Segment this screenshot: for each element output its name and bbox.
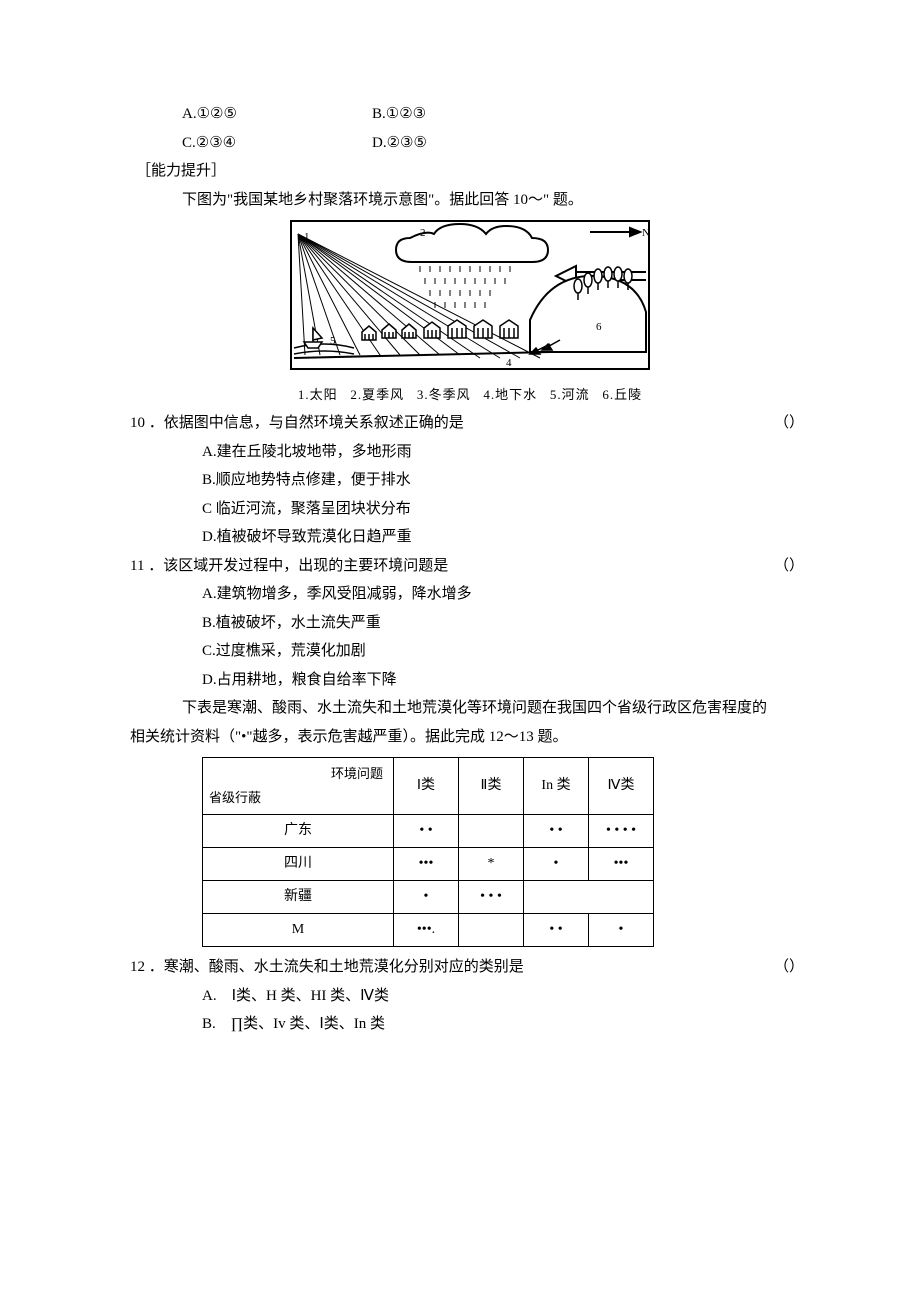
intro-10-11: 下图为"我国某地乡村聚落环境示意图"。据此回答 10～" 题。	[182, 186, 810, 215]
q10-opt-c: C 临近河流，聚落呈团块状分布	[202, 495, 810, 524]
data-cell: •••	[589, 848, 654, 881]
fig-label-5: 5	[330, 335, 336, 347]
q11-opt-b: B.植被破坏，水土流失严重	[202, 609, 810, 638]
village-diagram: 1	[290, 220, 650, 370]
header-top-label: 环境问题	[331, 762, 383, 787]
data-cell	[459, 914, 524, 947]
q11-paren: （）	[774, 552, 810, 581]
fig-label-2: 2	[420, 227, 426, 239]
caption-3: 3.冬季风	[417, 387, 471, 402]
q11-line: 11 ．该区域开发过程中，出现的主要环境问题是 （）	[130, 552, 810, 581]
table-row: M •••. • • •	[203, 914, 654, 947]
figure-caption: 1.太阳 2.夏季风 3.冬季风 4.地下水 5.河流 6.丘陵	[130, 383, 810, 408]
fig-label-1: 1	[304, 231, 310, 243]
intro-12-line-1: 下表是寒潮、酸雨、水土流失和土地荒漠化等环境问题在我国四个省级行政区危害程度的	[182, 694, 810, 723]
q10-line: 10 ．依据图中信息，与自然环境关系叙述正确的是 （）	[130, 409, 810, 438]
table-row: 新疆 • • • •	[203, 881, 654, 914]
table-header-row: 环境问题 省级行蔽 Ⅰ类 Ⅱ类 In 类 Ⅳ类	[203, 758, 654, 815]
data-cell: •	[524, 848, 589, 881]
col-1-header: Ⅰ类	[394, 758, 459, 815]
q11-opt-d: D.占用耕地，粮食自给率下降	[202, 666, 810, 695]
q10-stem: ．依据图中信息，与自然环境关系叙述正确的是	[149, 415, 464, 431]
data-cell: • • •	[459, 881, 524, 914]
caption-6: 6.丘陵	[602, 387, 642, 402]
prev-q-opt-a: A.①②⑤	[182, 100, 372, 129]
q10-number: 10	[130, 415, 145, 431]
fig-label-6: 6	[596, 321, 602, 333]
q12-opt-b: B. ∏类、Iv 类、Ⅰ类、In 类	[202, 1010, 810, 1039]
table-row: 四川 ••• * • •••	[203, 848, 654, 881]
data-cell: • • • •	[589, 815, 654, 848]
q11-number: 11	[130, 558, 144, 574]
q12-stem: ．寒潮、酸雨、水土流失和土地荒漠化分别对应的类别是	[149, 959, 524, 975]
q10-opt-d: D.植被破坏导致荒漠化日趋严重	[202, 523, 810, 552]
fig-label-n: N	[642, 227, 650, 239]
table-row: 广东 • • • • • • • •	[203, 815, 654, 848]
caption-2: 2.夏季风	[350, 387, 404, 402]
prev-q-options-row-1: A.①②⑤ B.①②③	[182, 100, 810, 129]
q12-paren: （）	[774, 953, 810, 982]
prov-cell: M	[203, 914, 394, 947]
data-cell: •	[589, 914, 654, 947]
q10-opt-a: A.建在丘陵北坡地带，多地形雨	[202, 438, 810, 467]
data-cell: • •	[524, 815, 589, 848]
env-table: 环境问题 省级行蔽 Ⅰ类 Ⅱ类 In 类 Ⅳ类 广东 • • • • • • •…	[202, 757, 654, 947]
prov-cell: 四川	[203, 848, 394, 881]
prov-cell: 新疆	[203, 881, 394, 914]
q12-number: 12	[130, 959, 145, 975]
q10-paren: （）	[774, 409, 810, 438]
prev-q-options-row-2: C.②③④ D.②③⑤	[182, 129, 810, 158]
data-cell	[524, 881, 589, 914]
prev-q-opt-b: B.①②③	[372, 100, 562, 129]
fig-label-4: 4	[506, 357, 512, 369]
page: A.①②⑤ B.①②③ C.②③④ D.②③⑤ ［能力提升］ 下图为"我国某地乡…	[0, 0, 920, 1301]
data-cell: •••.	[394, 914, 459, 947]
prov-cell: 广东	[203, 815, 394, 848]
prev-q-opt-c: C.②③④	[182, 129, 372, 158]
q12-line: 12 ．寒潮、酸雨、水土流失和土地荒漠化分别对应的类别是 （）	[130, 953, 810, 982]
col-3-header: In 类	[524, 758, 589, 815]
table-header-corner: 环境问题 省级行蔽	[203, 758, 394, 815]
col-2-header: Ⅱ类	[459, 758, 524, 815]
data-cell: *	[459, 848, 524, 881]
q11-opt-a: A.建筑物增多，季风受阻减弱，降水增多	[202, 580, 810, 609]
caption-1: 1.太阳	[298, 387, 338, 402]
data-cell: • •	[524, 914, 589, 947]
prev-q-opt-d: D.②③⑤	[372, 129, 562, 158]
caption-4: 4.地下水	[483, 387, 537, 402]
data-cell	[459, 815, 524, 848]
data-cell: •	[394, 881, 459, 914]
data-cell: •••	[394, 848, 459, 881]
data-cell	[589, 881, 654, 914]
q12-opt-a: A. Ⅰ类、H 类、HI 类、Ⅳ类	[202, 982, 810, 1011]
intro-12-line-2: 相关统计资料（"•"越多，表示危害越严重）。据此完成 12～13 题。	[130, 723, 810, 752]
section-label: ［能力提升］	[136, 157, 810, 186]
caption-5: 5.河流	[550, 387, 590, 402]
village-figure: 1	[130, 220, 810, 407]
data-cell: • •	[394, 815, 459, 848]
q10-opt-b: B.顺应地势特点修建，便于排水	[202, 466, 810, 495]
env-table-wrap: 环境问题 省级行蔽 Ⅰ类 Ⅱ类 In 类 Ⅳ类 广东 • • • • • • •…	[202, 757, 810, 947]
q11-opt-c: C.过度樵采，荒漠化加剧	[202, 637, 810, 666]
header-bottom-label: 省级行蔽	[209, 786, 261, 811]
q11-stem: ．该区域开发过程中，出现的主要环境问题是	[148, 558, 448, 574]
col-4-header: Ⅳ类	[589, 758, 654, 815]
